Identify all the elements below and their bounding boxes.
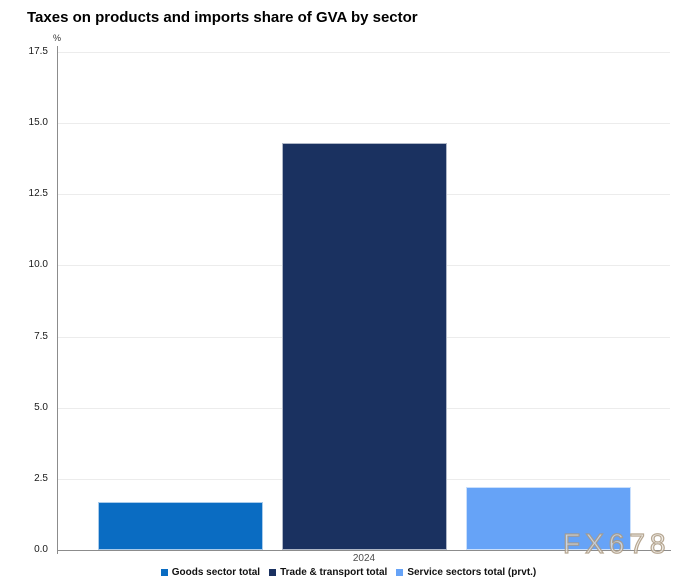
y-tick-label-17.5: 17.5: [28, 46, 48, 57]
bar-trade-transport-total: [282, 143, 447, 550]
chart-title: Taxes on products and imports share of G…: [27, 9, 418, 26]
y-tick-label-0.0: 0.0: [34, 544, 48, 555]
bar-goods-sector-total: [98, 502, 263, 550]
x-axis-corner-tick: [57, 550, 58, 554]
legend-item-goods-sector-total: Goods sector total: [160, 567, 261, 578]
gridline-15.0: [58, 123, 670, 124]
y-tick-label-12.5: 12.5: [28, 188, 48, 199]
legend: Goods sector total Trade & transport tota…: [0, 567, 697, 578]
y-tick-label-7.5: 7.5: [34, 331, 48, 342]
legend-swatch-icon: [396, 569, 404, 576]
legend-swatch-icon: [269, 569, 277, 576]
legend-item-label: Service sectors total (prvt.): [407, 567, 537, 578]
y-tick-label-5.0: 5.0: [34, 402, 48, 413]
gridline-17.5: [58, 52, 670, 53]
y-axis-line: [57, 46, 58, 550]
y-axis-unit-label: %: [52, 33, 61, 43]
y-tick-label-15.0: 15.0: [28, 117, 48, 128]
legend-item-trade-transport-total: Trade & transport total: [269, 567, 387, 578]
legend-item-label: Trade & transport total: [280, 567, 388, 578]
y-tick-label-2.5: 2.5: [34, 473, 48, 484]
legend-swatch-icon: [160, 569, 168, 576]
x-axis-line: [57, 550, 671, 551]
legend-item-service-sectors-total-prvt: Service sectors total (prvt.): [396, 567, 536, 578]
x-axis-category-label: 2024: [352, 553, 376, 564]
bar-service-sectors-total-prvt: [466, 487, 631, 550]
legend-item-label: Goods sector total: [171, 567, 261, 578]
y-tick-label-10.0: 10.0: [28, 259, 48, 270]
